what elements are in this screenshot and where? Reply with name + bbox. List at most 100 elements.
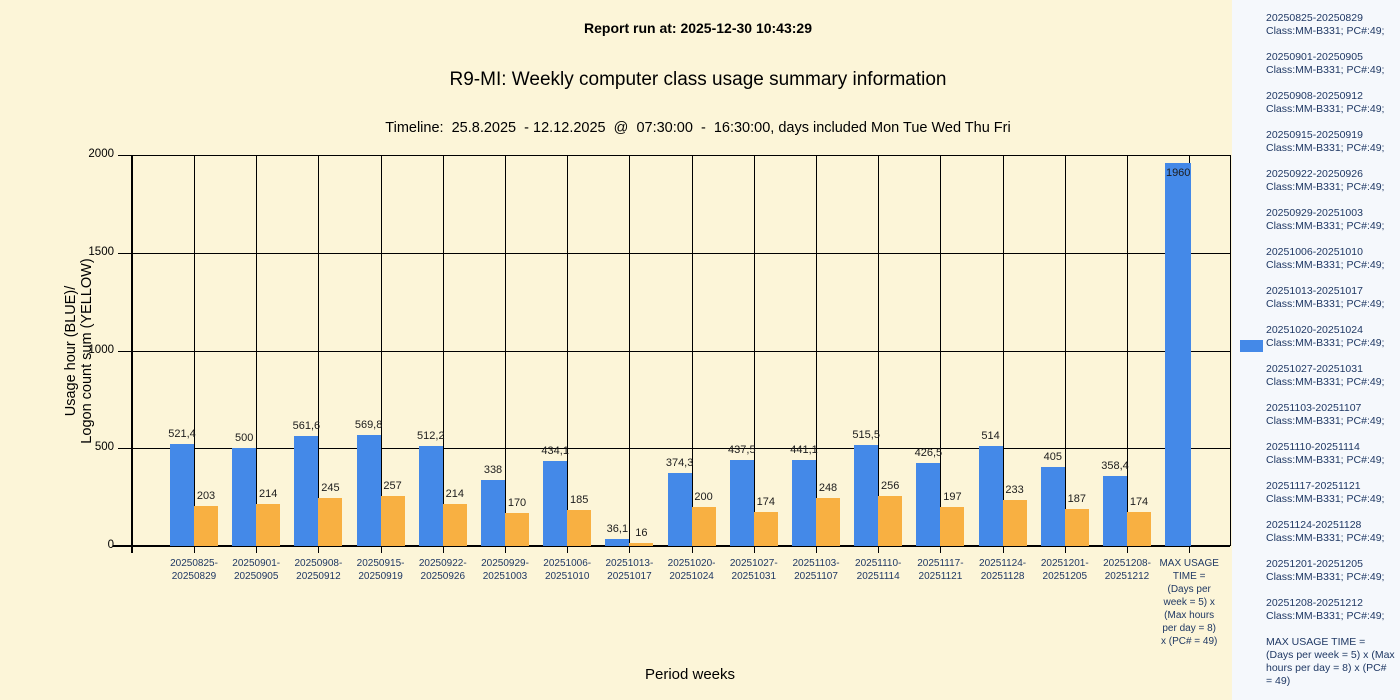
yellow-bar-value-14: 233: [1005, 484, 1024, 497]
legend-entry-range: 20251110-20251114: [1266, 441, 1360, 453]
yellow-bar-9: [691, 506, 716, 546]
yellow-bar-value-2: 214: [259, 488, 278, 501]
legend-entries: 20250825-20250829 Class:MM-B331; PC#:49; 2…: [1266, 12, 1396, 688]
blue-bar-9: [667, 472, 692, 546]
x-category-label-16: 20251208- 20251212: [1103, 558, 1151, 582]
legend-entry-detail: Class:MM-B331; PC#:49;: [1266, 610, 1385, 622]
blue-bar-1: [170, 444, 194, 546]
yellow-bar-3: [318, 498, 343, 546]
blue-bar-12: [854, 445, 879, 546]
blue-bar-value-2: 500: [235, 432, 254, 445]
x-category-label-11: 20251103- 20251107: [792, 558, 840, 582]
legend-entry-detail: Class:MM-B331; PC#:49;: [1266, 415, 1385, 427]
blue-bar-value-9: 374,3: [665, 456, 694, 469]
x-tick-13: [940, 546, 942, 553]
yellow-bar-15: [1064, 509, 1089, 546]
blue-bar-15: [1040, 466, 1065, 546]
blue-bar-17: [1165, 162, 1192, 546]
timeline-subtitle: Timeline: 25.8.2025 - 12.12.2025 @ 07:30…: [385, 120, 1011, 136]
page-title: R9-MI: Weekly computer class usage summa…: [449, 69, 947, 90]
x-category-label-2: 20250901- 20250905: [232, 558, 281, 582]
blue-bar-value-8: 36,1: [606, 522, 629, 535]
blue-bar-value-1: 521,4: [168, 428, 196, 441]
yellow-bar-10: [753, 511, 778, 546]
x-tick-2: [256, 546, 258, 553]
legend-entry-5: 20250922-20250926 Class:MM-B331; PC#:49;: [1266, 168, 1396, 194]
x-category-label-12: 20251110- 20251114: [855, 558, 902, 582]
gridline-v-10: [753, 155, 755, 546]
legend-entry-detail: Class:MM-B331; PC#:49;: [1266, 454, 1385, 466]
blue-bar-10: [729, 460, 754, 546]
x-tick-11: [816, 546, 817, 553]
legend-entry-12: 20251110-20251114 Class:MM-B331; PC#:49;: [1266, 441, 1396, 467]
legend-entry-2: 20250901-20250905 Class:MM-B331; PC#:49;: [1266, 51, 1396, 77]
legend-entry-3: 20250908-20250912 Class:MM-B331; PC#:49;: [1266, 90, 1396, 116]
yellow-bar-6: [505, 512, 529, 546]
blue-bar-value-13: 426,5: [914, 446, 943, 459]
yellow-bar-14: [1002, 500, 1027, 546]
gridline-v-12: [878, 155, 880, 546]
x-category-label-14: 20251124- 20251128: [979, 558, 1027, 582]
report-run-timestamp: Report run at: 2025-12-30 10:43:29: [584, 20, 812, 36]
yellow-bar-value-1: 203: [196, 490, 216, 503]
legend-entry-6: 20250929-20251003 Class:MM-B331; PC#:49;: [1266, 207, 1396, 233]
x-tick-3: [318, 546, 320, 553]
blue-bar-value-6: 338: [483, 463, 503, 476]
blue-bar-value-12: 515,5: [852, 429, 880, 442]
legend-entry-range: 20251013-20251017: [1266, 285, 1363, 297]
x-axis-baseline: [113, 545, 1230, 547]
legend-entry-range: 20251103-20251107: [1266, 402, 1362, 414]
yellow-bar-value-3: 245: [321, 482, 340, 495]
legend-entry-range: 20250825-20250829: [1266, 12, 1363, 24]
gridline-v-7: [567, 155, 569, 546]
yellow-bar-value-12: 256: [881, 479, 900, 492]
gridline-v-4: [380, 155, 382, 546]
blue-bar-16: [1103, 475, 1127, 546]
yellow-bar-value-16: 174: [1129, 495, 1149, 508]
legend-entry-1: 20250825-20250829 Class:MM-B331; PC#:49;: [1266, 12, 1396, 38]
gridline-h-500: [132, 448, 1230, 450]
blue-bar-value-3: 561,6: [292, 420, 321, 433]
legend-entry-range: 20251027-20251031: [1266, 363, 1363, 375]
legend-entry-range: 20251124-20251128: [1266, 519, 1362, 531]
yellow-bar-1: [194, 506, 218, 546]
yellow-bar-value-7: 185: [570, 493, 589, 506]
legend-entry-7: 20251006-20251010 Class:MM-B331; PC#:49;: [1266, 246, 1396, 272]
yellow-bar-value-9: 200: [694, 490, 713, 503]
x-tick-6: [505, 546, 506, 553]
x-tick-4: [380, 546, 382, 553]
x-tick-10: [753, 546, 755, 553]
blue-bar-5: [418, 445, 443, 546]
legend-entry-range: 20250929-20251003: [1266, 207, 1363, 219]
legend-entry-detail: Class:MM-B331; PC#:49;: [1266, 25, 1385, 37]
legend-max-usage-note: MAX USAGE TIME = (Days per week = 5) x (…: [1266, 636, 1395, 687]
y-tick-500: [118, 448, 132, 450]
legend-entry-10: 20251027-20251031 Class:MM-B331; PC#:49;: [1266, 363, 1396, 389]
x-tick-7: [567, 546, 569, 553]
legend-entry-detail: Class:MM-B331; PC#:49;: [1266, 142, 1385, 154]
blue-bar-value-4: 569,8: [354, 418, 383, 431]
y-tick-label-0: 0: [107, 539, 114, 551]
legend-entry-16: 20251208-20251212 Class:MM-B331; PC#:49;: [1266, 597, 1396, 623]
gridline-v-5: [442, 155, 444, 546]
blue-bar-value-5: 512,2: [417, 429, 445, 442]
y-axis-line: [131, 155, 133, 553]
y-tick-label-500: 500: [94, 441, 114, 454]
blue-bar-value-11: 441,1: [790, 443, 818, 456]
blue-bar-11: [792, 459, 816, 546]
legend-entry-8: 20251013-20251017 Class:MM-B331; PC#:49;: [1266, 285, 1396, 311]
y-tick-label-1500: 1500: [88, 245, 114, 258]
x-tick-1: [194, 546, 195, 553]
x-tick-5: [442, 546, 444, 553]
gridline-v-14: [1002, 155, 1004, 546]
y-tick-label-1000: 1000: [88, 343, 114, 356]
yellow-bar-value-13: 197: [943, 491, 962, 504]
blue-bar-value-16: 358,4: [1101, 459, 1129, 472]
gridline-v-1: [194, 155, 195, 546]
x-tick-12: [878, 546, 880, 553]
legend-entry-range: 20251208-20251212: [1266, 597, 1363, 609]
y-tick-label-2000: 2000: [88, 148, 114, 160]
yellow-bar-value-15: 187: [1067, 493, 1086, 506]
x-tick-8: [629, 546, 631, 553]
legend-entry-range: 20250908-20250912: [1266, 90, 1363, 102]
